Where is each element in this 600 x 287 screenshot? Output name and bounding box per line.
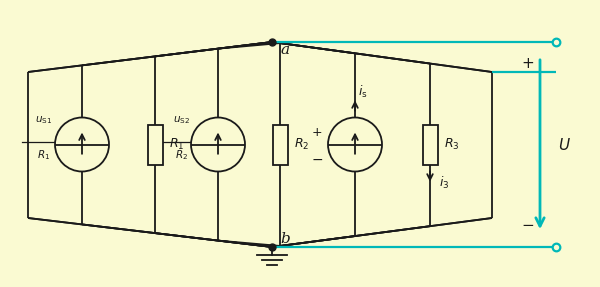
Bar — [272, 125, 287, 164]
Bar — [148, 125, 163, 164]
Text: $i_3$: $i_3$ — [439, 174, 449, 191]
Text: $U$: $U$ — [558, 137, 571, 152]
Circle shape — [55, 117, 109, 172]
Text: $R_1$: $R_1$ — [169, 137, 184, 152]
Circle shape — [191, 117, 245, 172]
Text: +: + — [521, 57, 535, 71]
Circle shape — [328, 117, 382, 172]
Text: $R_3$: $R_3$ — [444, 137, 460, 152]
Text: $u_{\rm S2}$: $u_{\rm S2}$ — [173, 115, 191, 126]
Text: +: + — [311, 126, 322, 139]
Text: $i_{\rm s}$: $i_{\rm s}$ — [358, 84, 368, 100]
Text: $R_2$: $R_2$ — [175, 148, 188, 162]
Text: $R_1$: $R_1$ — [37, 148, 50, 162]
Text: b: b — [280, 232, 290, 246]
Bar — [422, 125, 437, 164]
Text: $R_2$: $R_2$ — [294, 137, 309, 152]
Text: −: − — [311, 152, 323, 166]
Text: −: − — [521, 218, 535, 232]
Text: a: a — [280, 43, 289, 57]
Text: $u_{\rm S1}$: $u_{\rm S1}$ — [35, 115, 53, 126]
